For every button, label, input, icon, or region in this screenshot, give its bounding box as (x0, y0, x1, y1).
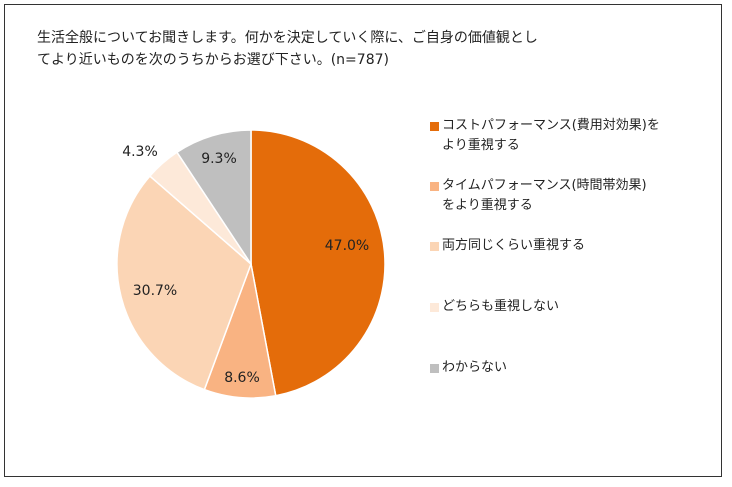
legend-label-cost-performance: コストパフォーマンス(費用対効果)を より重視する (430, 116, 710, 156)
data-label-cost-performance: 47.0% (325, 238, 369, 254)
legend-swatch-both-equally (430, 242, 439, 251)
legend-item-neither: どちらも重視しない (430, 297, 710, 317)
legend-item-dont-know: わからない (430, 358, 710, 378)
data-label-both-equally: 30.7% (133, 283, 177, 299)
pie-slice-cost-performance (250, 129, 386, 397)
legend-swatch-cost-performance (430, 122, 439, 131)
data-label-time-performance: 8.6% (224, 370, 260, 386)
data-label-dont-know: 9.3% (201, 151, 237, 167)
legend-label-neither: どちらも重視しない (430, 297, 710, 317)
legend-label-dont-know: わからない (430, 358, 710, 378)
legend-label-both-equally: 両方同じくらい重視する (430, 236, 710, 256)
legend-item-cost-performance: コストパフォーマンス(費用対効果)を より重視する (430, 116, 710, 156)
legend-label-time-performance: タイムパフォーマンス(時間帯効果) をより重視する (430, 176, 710, 216)
legend-label-line: わからない (442, 360, 508, 375)
legend-swatch-dont-know (430, 364, 439, 373)
legend-label-line: どちらも重視しない (442, 299, 560, 314)
legend-item-both-equally: 両方同じくらい重視する (430, 236, 710, 256)
legend-label-line: 両方同じくらい重視する (442, 238, 586, 253)
chart-title-line-1: 生活全般についてお聞きします。何かを決定していく際に、ご自身の価値観とし (37, 30, 538, 46)
legend-label-line: より重視する (442, 138, 520, 153)
chart-title: 生活全般についてお聞きします。何かを決定していく際に、ご自身の価値観とし てより… (37, 27, 717, 71)
legend-label-line: タイムパフォーマンス(時間帯効果) (442, 178, 647, 193)
pie-slice-dont-know (175, 129, 252, 267)
legend-swatch-time-performance (430, 182, 439, 191)
legend-swatch-neither (430, 303, 439, 312)
legend-label-line: コストパフォーマンス(費用対効果)を (442, 118, 660, 133)
chart-title-line-2: てより近いものを次のうちからお選び下さい。(n=787) (37, 52, 389, 68)
legend-label-line: をより重視する (442, 198, 533, 213)
data-label-neither: 4.3% (122, 144, 158, 160)
pie-slice-both-equally (116, 175, 252, 391)
legend-item-time-performance: タイムパフォーマンス(時間帯効果) をより重視する (430, 176, 710, 216)
